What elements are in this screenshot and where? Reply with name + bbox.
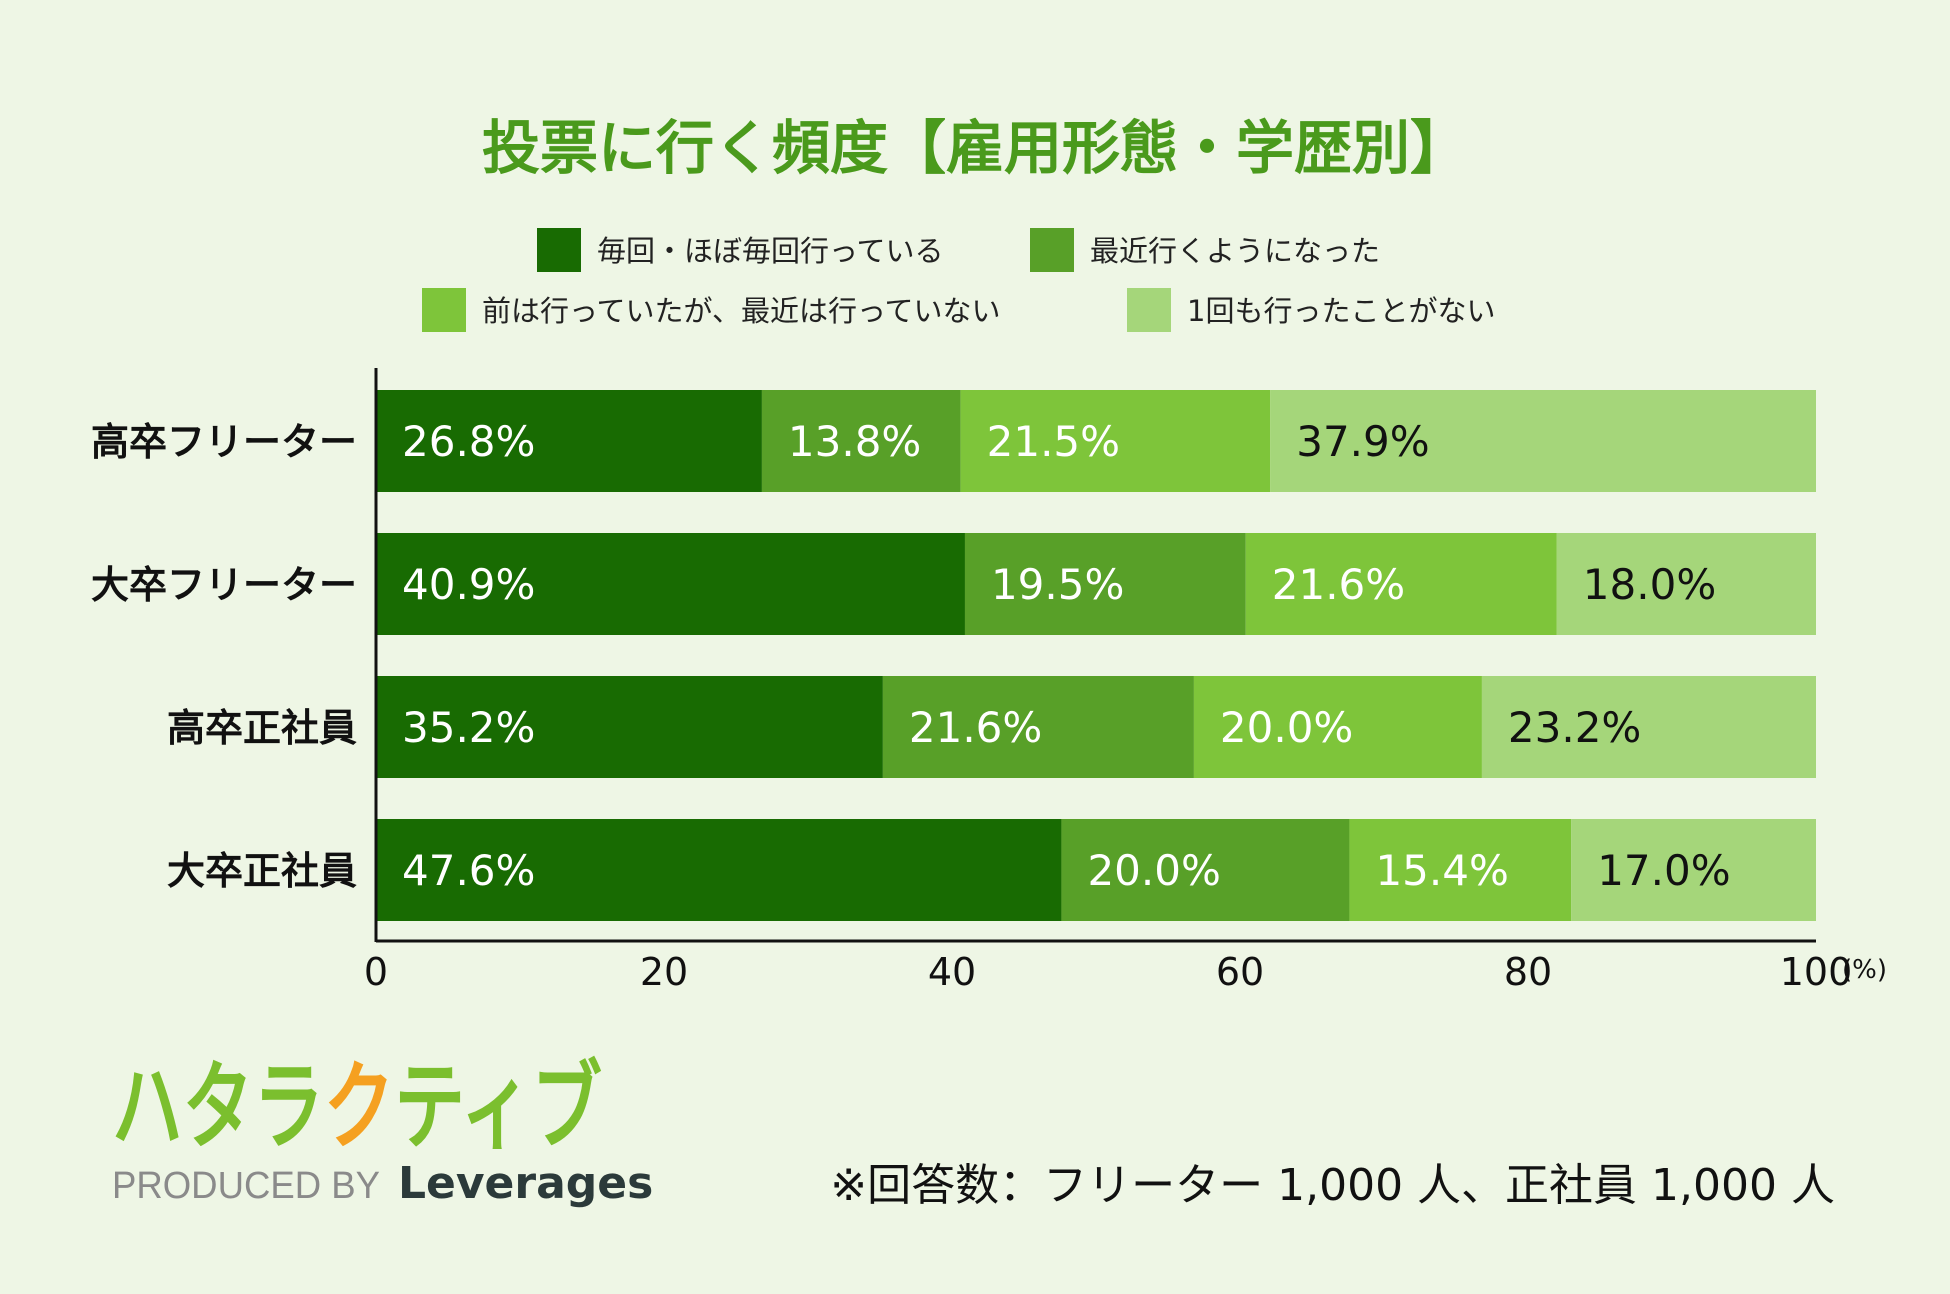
data-label: 18.0%: [1583, 560, 1716, 609]
data-label: 35.2%: [402, 703, 535, 752]
bar-segment: [964, 533, 1246, 635]
x-tick-label: 40: [928, 950, 976, 994]
bar-segment: [1349, 819, 1572, 921]
bar-segment: [1245, 533, 1557, 635]
bar-segment: [376, 676, 883, 778]
leverages-brand: Leverages: [398, 1158, 653, 1209]
legend-label: 1回も行ったことがない: [1187, 294, 1495, 328]
x-tick-label: 100: [1780, 950, 1853, 994]
legend: 毎回・ほぼ毎回行っている 最近行くようになった前は行っていたが、最近は行っていない…: [422, 228, 1495, 332]
data-label: 13.8%: [788, 417, 921, 466]
chart-title: 投票に行く頻度【雇用形態・学歴別】: [482, 114, 1468, 182]
data-label: 47.6%: [402, 846, 535, 895]
data-label: 21.6%: [909, 703, 1042, 752]
bar-segment: [1556, 533, 1816, 635]
hataractive-logo: ハタラクティブ PRODUCED BY Leverages: [112, 1051, 653, 1209]
data-label: 19.5%: [991, 560, 1124, 609]
bar-segment: [376, 390, 762, 492]
bar-segment: [1061, 819, 1350, 921]
bar-segment: [1481, 676, 1816, 778]
respondents-note: ※回答数：フリーター 1,000 人、正社員 1,000 人: [830, 1160, 1835, 1211]
x-tick-label: 80: [1504, 950, 1552, 994]
bars: 高卒フリーター 26.8% 13.8% 21.5% 37.9% 大卒フリーター 40.9% 1…: [91, 390, 1816, 921]
legend-label: 最近行くようになった: [1090, 234, 1380, 268]
data-label: 20.0%: [1087, 846, 1220, 895]
data-label: 37.9%: [1296, 417, 1429, 466]
bar-segment: [1193, 676, 1482, 778]
legend-swatch: [1127, 288, 1171, 332]
bar-segment: [1571, 819, 1816, 921]
category-label: 高卒フリーター: [91, 420, 357, 464]
data-label: 15.4%: [1375, 846, 1508, 895]
category-label: 大卒フリーター: [91, 563, 357, 607]
legend-label: 毎回・ほぼ毎回行っている: [597, 234, 944, 268]
category-label: 高卒正社員: [167, 706, 357, 750]
x-tick-label: 20: [640, 950, 688, 994]
bar-segment: [882, 676, 1194, 778]
bar-segment: [761, 390, 961, 492]
data-label: 26.8%: [402, 417, 535, 466]
axes: 0 20 40 60 80 100(%): [364, 368, 1887, 994]
data-label: 40.9%: [402, 560, 535, 609]
legend-swatch: [1030, 228, 1074, 272]
x-tick-label: 0: [364, 950, 388, 994]
data-label: 21.6%: [1272, 560, 1405, 609]
bar-segment: [1270, 390, 1816, 492]
bar-segment: [960, 390, 1271, 492]
produced-by-text: PRODUCED BY: [112, 1165, 380, 1207]
data-label: 23.2%: [1508, 703, 1641, 752]
legend-swatch: [422, 288, 466, 332]
x-unit-label: (%): [1842, 955, 1887, 985]
legend-swatch: [537, 228, 581, 272]
data-label: 17.0%: [1597, 846, 1730, 895]
logo-wordmark: ハタラクティブ: [112, 1051, 602, 1163]
bar-segment: [376, 533, 965, 635]
category-label: 大卒正社員: [167, 849, 357, 893]
data-label: 20.0%: [1220, 703, 1353, 752]
bar-segment: [376, 819, 1062, 921]
legend-label: 前は行っていたが、最近は行っていない: [482, 294, 1001, 328]
data-label: 21.5%: [987, 417, 1120, 466]
x-tick-label: 60: [1216, 950, 1264, 994]
